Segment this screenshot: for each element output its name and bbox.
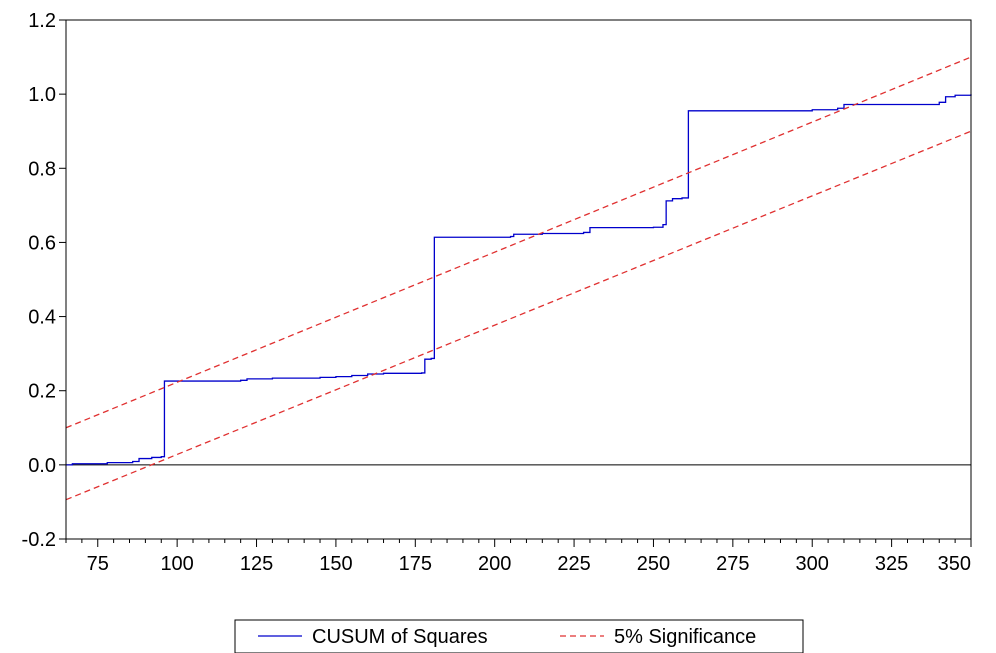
x-tick-label: 325 bbox=[875, 553, 908, 575]
series-line-2 bbox=[65, 130, 972, 501]
legend: CUSUM of Squares 5% Significance bbox=[234, 619, 804, 653]
x-tick-label: 250 bbox=[637, 553, 670, 575]
y-tick-label: 1.0 bbox=[28, 84, 56, 106]
legend-box bbox=[234, 619, 804, 653]
x-tick-label: 175 bbox=[399, 553, 432, 575]
series-line-0 bbox=[66, 94, 972, 466]
y-tick-label: 0.8 bbox=[28, 158, 56, 180]
y-tick-label: 1.2 bbox=[28, 10, 56, 32]
x-tick-label: 75 bbox=[87, 553, 109, 575]
x-tick-label: 125 bbox=[240, 553, 273, 575]
x-tick-label: 350 bbox=[938, 553, 971, 575]
series-line-1 bbox=[65, 56, 972, 429]
y-tick-label: 0.4 bbox=[28, 307, 56, 329]
plot-frame bbox=[65, 19, 972, 540]
x-tick-label: 100 bbox=[160, 553, 193, 575]
x-tick-label: 300 bbox=[796, 553, 829, 575]
x-tick-label: 200 bbox=[478, 553, 511, 575]
y-tick-label: -0.2 bbox=[22, 529, 56, 551]
y-tick-label: 0.2 bbox=[28, 381, 56, 403]
y-tick-label: 0.6 bbox=[28, 232, 56, 254]
x-tick-label: 150 bbox=[319, 553, 352, 575]
legend-label-cusum: CUSUM of Squares bbox=[312, 626, 488, 648]
plot-layer bbox=[65, 56, 972, 501]
y-tick-label: 0.0 bbox=[28, 455, 56, 477]
axis-layer: -0.2 0.0 0.2 0.4 0.6 0.8 1.0 1.2 75 100 125 150 175 2… bbox=[22, 10, 972, 575]
legend-label-significance: 5% Significance bbox=[614, 626, 756, 648]
x-tick-label: 225 bbox=[557, 553, 590, 575]
x-tick-label: 275 bbox=[716, 553, 749, 575]
